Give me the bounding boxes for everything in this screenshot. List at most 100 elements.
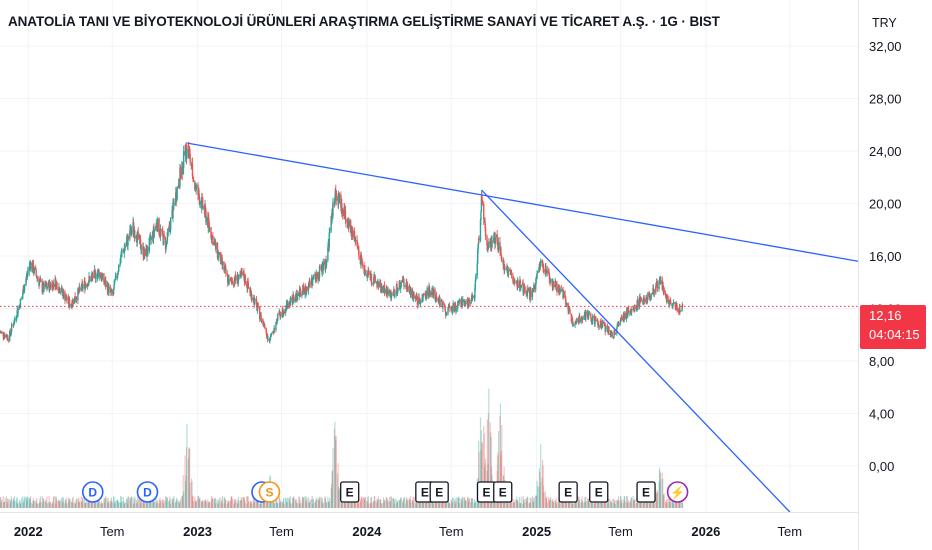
volume-bar: [548, 499, 550, 508]
candle-body: [624, 313, 626, 320]
candle-body: [643, 297, 645, 300]
candle-body: [272, 331, 275, 333]
volume-bar: [401, 500, 404, 508]
volume-bar: [643, 498, 645, 508]
candle-body: [542, 266, 544, 269]
volume-bar: [175, 501, 177, 508]
volume-bar: [217, 503, 220, 508]
candle-body: [249, 287, 251, 293]
earnings-event-label: E: [421, 486, 429, 500]
volume-bar: [179, 502, 181, 508]
volume-bar: [665, 501, 667, 508]
candle-body: [400, 282, 402, 287]
candle-body: [503, 268, 506, 271]
volume-bar: [104, 498, 106, 508]
volume-bar: [659, 472, 662, 508]
volume-bar: [327, 501, 329, 508]
volume-bar: [449, 503, 451, 508]
volume-bar: [147, 499, 149, 508]
volume-bar: [4, 502, 6, 508]
volume-bar: [405, 503, 407, 508]
volume-bar: [619, 496, 622, 508]
candle-body: [120, 256, 122, 259]
volume-bar: [612, 498, 615, 508]
volume-bar: [164, 496, 167, 508]
volume-bar: [105, 496, 107, 508]
candle-body: [127, 236, 130, 240]
candle-body: [68, 299, 71, 308]
volume-bar: [280, 501, 282, 508]
currency-label[interactable]: TRY: [872, 16, 897, 30]
candle-body: [523, 287, 526, 291]
volume-bar: [471, 497, 473, 508]
candle-body: [309, 280, 311, 284]
candle-body: [280, 315, 282, 317]
volume-bar: [439, 502, 441, 508]
volume-bar: [53, 495, 55, 508]
candle-body: [553, 285, 555, 288]
volume-bar: [499, 415, 501, 508]
volume-bar: [218, 498, 220, 508]
candle-body: [308, 283, 310, 287]
volume-bar: [642, 503, 644, 508]
volume-bar: [679, 500, 681, 508]
candle-body: [250, 291, 253, 300]
volume-bar: [273, 503, 275, 508]
volume-bar: [0, 501, 1, 508]
candle-body: [77, 288, 80, 291]
volume-bar: [111, 502, 113, 508]
volume-bar: [570, 501, 572, 508]
candle-body: [481, 196, 483, 200]
candle-body: [56, 282, 58, 290]
candle-body: [127, 236, 129, 246]
candle-body: [500, 255, 503, 260]
candle-body: [78, 286, 81, 293]
volume-bar: [155, 497, 157, 508]
candle-body: [13, 323, 15, 326]
candle-body: [419, 302, 422, 304]
candle-body: [513, 279, 515, 283]
candle-body: [340, 194, 342, 208]
volume-bar: [263, 500, 265, 508]
candle-body: [61, 287, 63, 293]
dividend-event-marker: [81, 481, 104, 503]
volume-bar: [572, 503, 574, 508]
volume-bar: [107, 498, 110, 508]
volume-bar: [129, 497, 131, 508]
volume-bar: [319, 496, 321, 508]
candle-body: [172, 202, 174, 219]
volume-bar: [425, 501, 427, 508]
candle-body: [579, 316, 581, 323]
candle-body: [440, 299, 443, 301]
volume-bar: [473, 502, 475, 508]
volume-bar: [639, 501, 642, 508]
candle-body: [163, 234, 165, 245]
volume-bar: [139, 496, 141, 508]
volume-bar: [223, 496, 226, 508]
candle-body: [335, 190, 337, 201]
volume-bar: [341, 497, 343, 508]
candle-body: [301, 290, 304, 296]
volume-bar: [516, 499, 518, 508]
volume-bar: [0, 497, 2, 508]
volume-bar: [497, 452, 499, 508]
volume-bar: [138, 499, 141, 508]
candle-body: [398, 281, 401, 289]
volume-bar: [389, 501, 391, 508]
volume-bar: [338, 489, 340, 508]
candle-body: [79, 286, 81, 289]
volume-bar: [582, 502, 584, 508]
candle-body: [507, 270, 510, 277]
volume-bar: [221, 501, 223, 508]
candle-body: [213, 241, 215, 245]
volume-bar: [166, 497, 168, 508]
candle-body: [664, 292, 667, 295]
candle-body: [275, 322, 277, 330]
volume-bar: [227, 500, 229, 508]
candle-body: [46, 287, 49, 289]
candle-body: [195, 184, 198, 187]
volume-bar: [179, 498, 182, 508]
candle-body: [595, 319, 597, 322]
candle-body: [475, 275, 477, 281]
